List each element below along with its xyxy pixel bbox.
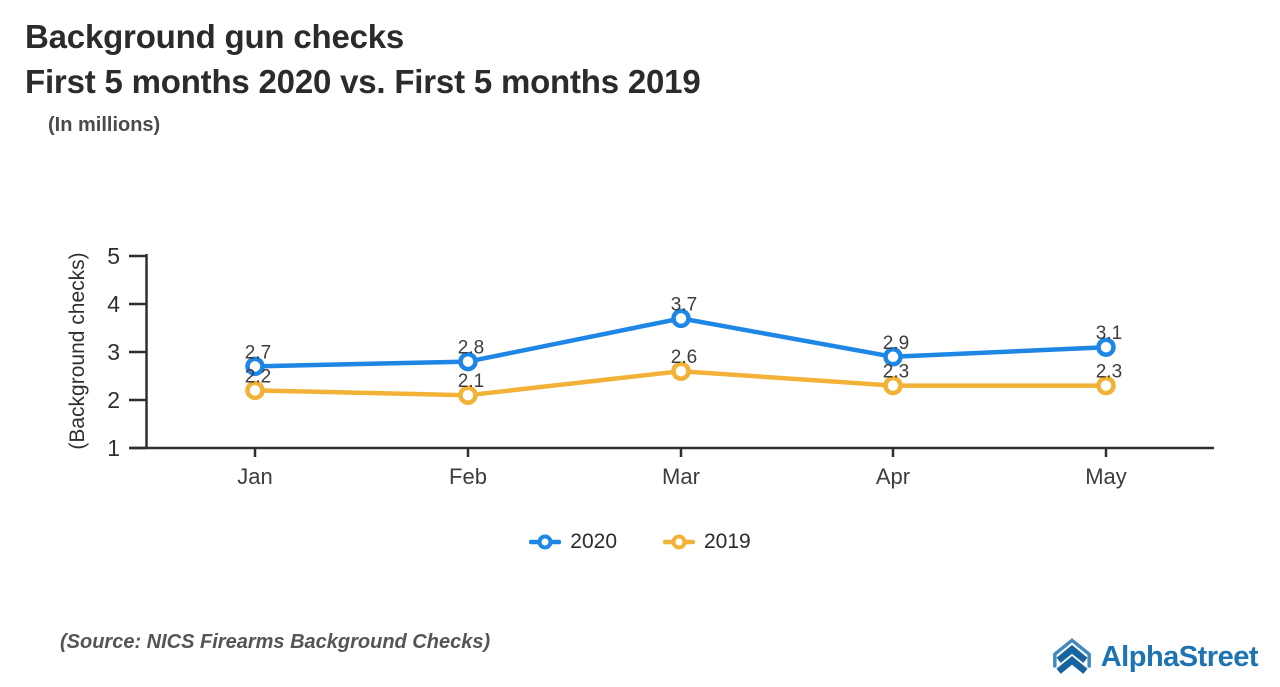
data-point-2019-May	[1096, 375, 1116, 396]
data-point-2020-Mar	[671, 308, 691, 329]
y-tick-label: 2	[107, 387, 120, 413]
y-tick-label: 4	[107, 291, 120, 317]
data-label-2019-Jan: 2.2	[245, 366, 271, 387]
data-label-2019-Mar: 2.6	[671, 347, 697, 368]
title-line-1: Background gun checks	[25, 18, 405, 55]
line-chart: 1 2 3 4 5 (Background checks) Jan Feb Mar Apr May 2…	[0, 230, 1280, 520]
y-axis-title: (Background checks)	[66, 252, 89, 449]
data-point-2020-Apr	[883, 347, 903, 367]
data-point-2019-Apr	[883, 375, 903, 396]
data-label-2019-Apr: 2.3	[883, 362, 909, 383]
data-label-2020-Feb: 2.8	[458, 338, 484, 359]
chart-legend: 2020 2019	[0, 530, 1280, 554]
line-chart-svg: 1 2 3 4 5 (Background checks) Jan Feb Mar Apr May 2…	[66, 243, 1214, 489]
data-label-2019-May: 2.3	[1096, 362, 1122, 383]
data-label-2020-Mar: 3.7	[671, 294, 697, 315]
legend-item-2020: 2020	[529, 530, 617, 554]
legend-item-2019: 2019	[663, 530, 751, 554]
alphastreet-logo-icon	[1052, 638, 1091, 674]
data-point-2020-Jan	[245, 356, 265, 377]
legend-marker-icon	[663, 534, 695, 550]
data-label-2020-Jan: 2.7	[245, 342, 271, 363]
data-label-2020-Apr: 2.9	[883, 333, 909, 354]
units-subtitle: (In millions)	[48, 114, 161, 136]
x-tick-label: Jan	[237, 464, 272, 489]
data-point-2020-Feb	[458, 351, 478, 372]
data-label-2020-May: 3.1	[1096, 323, 1122, 344]
y-tick-label: 1	[107, 435, 120, 461]
data-point-2019-Mar	[671, 361, 691, 381]
data-point-2019-Jan	[245, 380, 265, 401]
page-title: Background gun checks First 5 months 2020…	[25, 14, 701, 104]
y-tick-label: 5	[107, 243, 120, 269]
x-tick-label: Apr	[876, 464, 910, 489]
x-tick-label: Feb	[449, 464, 487, 489]
legend-label: 2019	[704, 530, 751, 553]
x-tick-label: Mar	[662, 464, 700, 489]
brand-logo: AlphaStreet	[1051, 636, 1259, 678]
data-label-2019-Feb: 2.1	[458, 371, 484, 392]
data-point-2019-Feb	[458, 385, 478, 405]
brand-name: AlphaStreet	[1100, 640, 1259, 673]
y-tick-label: 3	[107, 339, 120, 365]
legend-marker-icon	[529, 534, 562, 550]
legend-label: 2020	[570, 530, 617, 553]
x-tick-label: May	[1085, 464, 1127, 489]
title-line-2: First 5 months 2020 vs. First 5 months 2…	[25, 63, 701, 100]
source-note: (Source: NICS Firearms Background Checks…	[60, 631, 491, 653]
data-point-2020-May	[1096, 337, 1116, 357]
